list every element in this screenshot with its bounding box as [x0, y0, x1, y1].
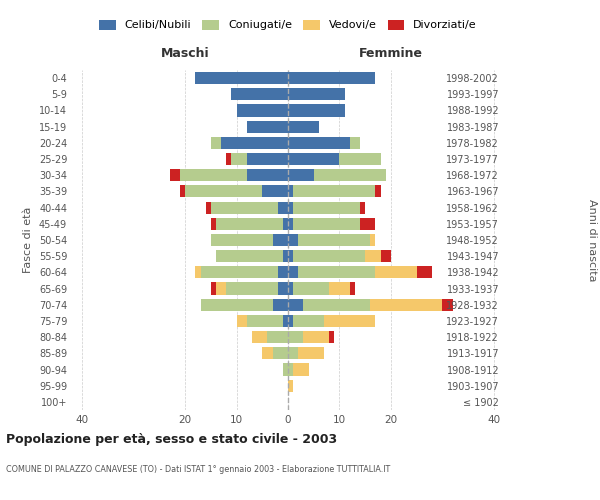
Legend: Celibi/Nubili, Coniugati/e, Vedovi/e, Divorziati/e: Celibi/Nubili, Coniugati/e, Vedovi/e, Di…: [99, 20, 477, 30]
Bar: [232, 153, 247, 165]
Bar: [293, 282, 329, 294]
Bar: [360, 202, 365, 213]
Bar: [283, 250, 288, 262]
Bar: [288, 331, 304, 343]
Bar: [288, 266, 298, 278]
Bar: [180, 169, 247, 181]
Bar: [272, 348, 288, 360]
Bar: [288, 364, 293, 376]
Bar: [252, 331, 268, 343]
Bar: [247, 120, 288, 132]
Bar: [304, 298, 370, 311]
Bar: [185, 186, 262, 198]
Bar: [288, 153, 340, 165]
Text: Femmine: Femmine: [359, 48, 423, 60]
Bar: [288, 348, 298, 360]
Bar: [370, 298, 442, 311]
Bar: [268, 331, 288, 343]
Bar: [247, 315, 283, 327]
Bar: [200, 266, 278, 278]
Bar: [340, 153, 380, 165]
Bar: [329, 282, 350, 294]
Bar: [226, 282, 278, 294]
Bar: [293, 186, 376, 198]
Y-axis label: Fasce di età: Fasce di età: [23, 207, 33, 273]
Text: COMUNE DI PALAZZO CANAVESE (TO) - Dati ISTAT 1° gennaio 2003 - Elaborazione TUTT: COMUNE DI PALAZZO CANAVESE (TO) - Dati I…: [6, 466, 390, 474]
Bar: [278, 202, 288, 213]
Bar: [236, 315, 247, 327]
Bar: [283, 364, 288, 376]
Bar: [293, 364, 308, 376]
Bar: [380, 250, 391, 262]
Bar: [376, 186, 380, 198]
Bar: [288, 137, 350, 149]
Bar: [288, 250, 293, 262]
Bar: [329, 331, 334, 343]
Text: Anni di nascita: Anni di nascita: [587, 198, 597, 281]
Bar: [170, 169, 180, 181]
Bar: [370, 234, 376, 246]
Bar: [211, 234, 272, 246]
Bar: [180, 186, 185, 198]
Bar: [293, 250, 365, 262]
Bar: [211, 137, 221, 149]
Bar: [211, 202, 278, 213]
Bar: [298, 348, 324, 360]
Bar: [272, 298, 288, 311]
Bar: [262, 186, 288, 198]
Bar: [221, 137, 288, 149]
Text: Maschi: Maschi: [161, 48, 209, 60]
Bar: [350, 137, 360, 149]
Bar: [216, 250, 283, 262]
Bar: [236, 104, 288, 117]
Bar: [350, 282, 355, 294]
Bar: [288, 120, 319, 132]
Bar: [288, 234, 298, 246]
Bar: [376, 266, 416, 278]
Bar: [288, 380, 293, 392]
Bar: [247, 153, 288, 165]
Bar: [442, 298, 452, 311]
Bar: [216, 218, 283, 230]
Bar: [196, 266, 200, 278]
Bar: [288, 104, 344, 117]
Bar: [360, 218, 376, 230]
Text: Popolazione per età, sesso e stato civile - 2003: Popolazione per età, sesso e stato civil…: [6, 432, 337, 446]
Bar: [288, 72, 376, 84]
Bar: [272, 234, 288, 246]
Bar: [298, 266, 376, 278]
Bar: [283, 315, 288, 327]
Bar: [288, 186, 293, 198]
Bar: [288, 169, 314, 181]
Bar: [293, 202, 360, 213]
Bar: [288, 298, 304, 311]
Bar: [196, 72, 288, 84]
Bar: [262, 348, 272, 360]
Bar: [288, 218, 293, 230]
Bar: [211, 282, 216, 294]
Bar: [278, 282, 288, 294]
Bar: [288, 315, 293, 327]
Bar: [283, 218, 288, 230]
Bar: [288, 88, 344, 101]
Bar: [278, 266, 288, 278]
Bar: [304, 331, 329, 343]
Bar: [232, 88, 288, 101]
Bar: [293, 218, 360, 230]
Bar: [211, 218, 216, 230]
Bar: [298, 234, 370, 246]
Bar: [293, 315, 324, 327]
Bar: [288, 282, 293, 294]
Bar: [314, 169, 386, 181]
Bar: [216, 282, 226, 294]
Bar: [288, 202, 293, 213]
Bar: [206, 202, 211, 213]
Bar: [226, 153, 232, 165]
Bar: [247, 169, 288, 181]
Bar: [324, 315, 376, 327]
Bar: [416, 266, 432, 278]
Bar: [200, 298, 272, 311]
Bar: [365, 250, 380, 262]
